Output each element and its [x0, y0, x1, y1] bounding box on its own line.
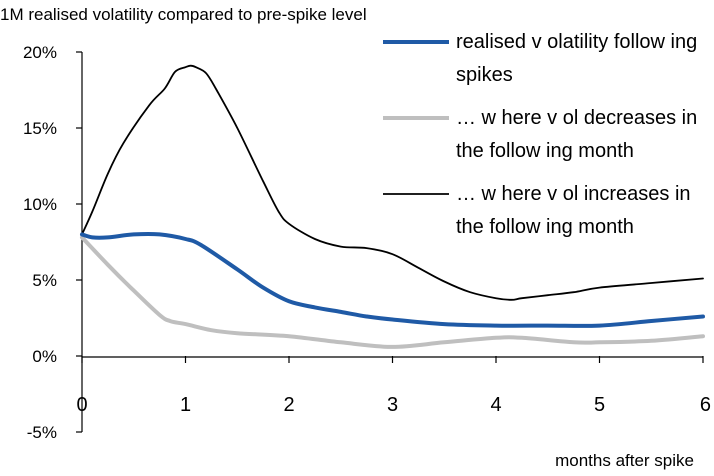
y-axis-ticks: 20% 15% 10% 5% 0% -5%	[23, 43, 82, 442]
series-layer	[80, 64, 705, 349]
series-line-0	[80, 231, 705, 328]
x-tick-label: 2	[283, 394, 294, 416]
legend: realised v olatility follow ing spikes … w…	[383, 31, 697, 238]
legend-label-0: spikes	[456, 64, 513, 86]
chart-title: 1M realised volatility compared to pre-s…	[0, 5, 367, 24]
legend-label-2: … w here v ol increases in	[456, 183, 691, 205]
y-tick-label: 0%	[32, 347, 57, 366]
x-tick-label: 6	[700, 394, 711, 416]
legend-label-0: realised v olatility follow ing	[456, 31, 697, 53]
y-tick-label: 20%	[23, 43, 57, 62]
y-tick-label: 15%	[23, 119, 57, 138]
x-axis-ticks: 0 1 2 3 4 5 6	[76, 356, 711, 416]
series-line-1	[80, 235, 705, 349]
y-tick-label: 5%	[32, 271, 57, 290]
series-line-2	[81, 64, 704, 301]
x-axis-label: months after spike	[555, 451, 694, 470]
legend-label-1: … w here v ol decreases in	[456, 107, 697, 129]
legend-label-2: the follow ing month	[456, 216, 634, 238]
y-tick-label: -5%	[27, 423, 57, 442]
x-tick-label: 4	[490, 394, 501, 416]
legend-label-1: the follow ing month	[456, 140, 634, 162]
x-tick-label: 3	[387, 394, 398, 416]
y-tick-label: 10%	[23, 195, 57, 214]
x-tick-label: 0	[76, 394, 87, 416]
x-tick-label: 5	[594, 394, 605, 416]
x-tick-label: 1	[180, 394, 191, 416]
